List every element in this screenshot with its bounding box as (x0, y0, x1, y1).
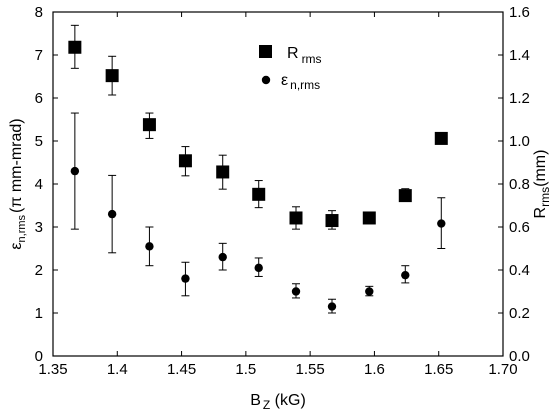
r-rms-point (434, 131, 448, 145)
y-left-tick-label: 2 (35, 262, 43, 279)
legend-label-r-rms-sub: rms (302, 52, 322, 66)
x-tick-label: 1.70 (488, 361, 517, 378)
y-left-tick-label: 1 (35, 305, 43, 322)
y-axis-left-label-unit: (π mm-mrad) (8, 118, 25, 213)
r-rms-point (398, 189, 412, 203)
emittance-point (327, 302, 337, 311)
y-left-tick-label: 6 (35, 90, 43, 107)
r-rms-point (178, 154, 192, 168)
x-axis-label-main: B (250, 392, 261, 409)
y-right-tick-label: 1.4 (509, 47, 530, 64)
y-axis-left-label: εn,rms(π mm-mrad) (8, 118, 28, 249)
y-axis-right-label-unit: (mm) (532, 150, 549, 187)
y-left-tick-label: 4 (35, 176, 43, 193)
y-axis-right-label-sub: rms (538, 187, 552, 207)
y-axis-left-label-main: ε (8, 242, 25, 249)
x-tick-label: 1.4 (107, 361, 128, 378)
x-axis-label-sub: Z (263, 398, 270, 412)
emittance-point (254, 263, 263, 273)
r-rms-point (142, 118, 156, 132)
r-rms-point (362, 211, 376, 225)
y-left-tick-label: 0 (35, 348, 43, 365)
y-right-tick-label: 1.2 (509, 90, 530, 107)
plot-frame (52, 11, 504, 357)
legend-label-emittance-sub: n,rms (290, 78, 320, 92)
x-axis-label-unit: (kG) (270, 392, 306, 409)
y-axis-right-label: Rrms(mm) (532, 150, 552, 219)
y-right-tick-label: 0.2 (509, 305, 530, 322)
legend-square-marker (259, 45, 272, 58)
y-right-tick-label: 0.0 (509, 348, 530, 365)
r-rms-point (105, 69, 119, 83)
emittance-point (365, 287, 374, 296)
legend-label-emittance: ε n,rms (281, 72, 320, 92)
emittance-point (145, 242, 154, 251)
y-right-tick-label: 0.8 (509, 176, 530, 193)
emittance-point (437, 219, 446, 228)
r-rms-point (325, 214, 339, 228)
x-tick-label: 1.45 (167, 361, 196, 378)
legend-label-r-rms-main: R (287, 45, 299, 62)
legend-circle-marker (261, 75, 271, 85)
emittance-point (218, 252, 227, 262)
emittance-point (70, 166, 80, 176)
r-rms-point (216, 165, 230, 179)
y-right-tick-label: 0.4 (509, 262, 530, 279)
r-rms-point (289, 211, 303, 225)
x-tick-label: 1.35 (38, 361, 67, 378)
y-left-tick-label: 5 (35, 133, 43, 150)
emittance-point (181, 274, 190, 283)
y-axis-right-label-main: R (532, 207, 549, 219)
y-left-tick-label: 3 (35, 219, 43, 236)
y-right-tick-label: 1.6 (509, 4, 530, 21)
r-rms-point (252, 187, 266, 201)
ticks-layer: 1.35 1.4 1.45 1.5 1.55 1.6 1.65 1.70 0 1 2 3 4 5 6 7 8 0.… (35, 4, 530, 378)
y-axis-left-label-sub: n,rms (16, 214, 28, 242)
emittance-point (291, 287, 301, 296)
x-tick-label: 1.5 (235, 361, 256, 378)
x-tick-label: 1.55 (296, 361, 325, 378)
emittance-point (401, 270, 410, 280)
x-tick-label: 1.65 (424, 361, 453, 378)
y-left-tick-label: 7 (35, 47, 43, 64)
x-tick-label: 1.6 (364, 361, 385, 378)
y-right-tick-label: 1.0 (509, 133, 530, 150)
legend-label-emittance-main: ε (281, 72, 288, 89)
y-right-tick-label: 0.6 (509, 219, 530, 236)
markers-layer (68, 40, 448, 311)
emittance-point (107, 209, 117, 219)
y-left-tick-label: 8 (35, 4, 43, 21)
r-rms-point (68, 40, 82, 54)
